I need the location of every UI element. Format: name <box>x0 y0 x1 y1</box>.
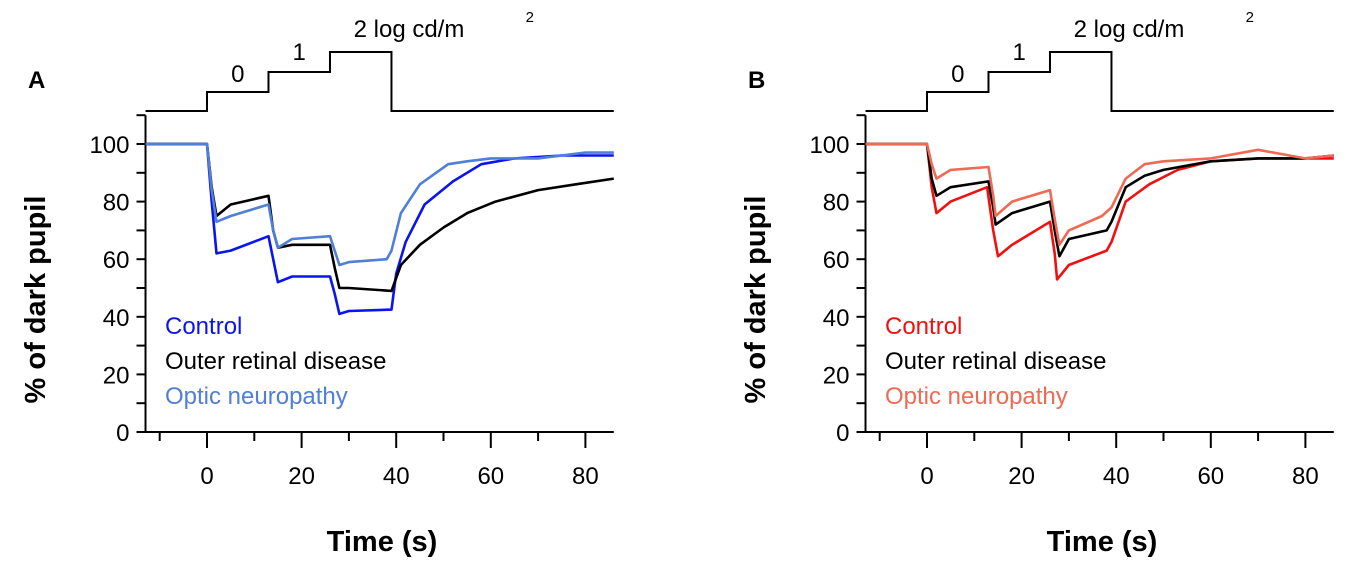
stimulus-label-0: 0 <box>951 61 964 88</box>
legend-entry: Control <box>885 313 962 340</box>
legend-entry: Optic neuropathy <box>165 383 348 410</box>
legend-entry: Outer retinal disease <box>165 348 386 375</box>
y-tick-label: 80 <box>103 190 130 217</box>
x-axis-label: Time (s) <box>1047 526 1158 558</box>
y-tick-label: 60 <box>103 247 130 274</box>
y-tick-label: 40 <box>823 305 850 332</box>
x-tick-label: 20 <box>288 463 315 490</box>
series-line-optic-neuropathy <box>145 142 614 267</box>
x-tick-label: 40 <box>383 463 410 490</box>
series-line-control <box>145 142 614 316</box>
stimulus-label-2: 2 log cd/m <box>354 16 465 43</box>
y-tick-label: 40 <box>103 305 130 332</box>
stimulus-unit-superscript: 2 <box>526 9 534 26</box>
y-tick-label: 100 <box>89 132 129 159</box>
x-tick-label: 80 <box>1292 463 1319 490</box>
panel-label: B <box>748 67 765 94</box>
series-line-outer-retinal-disease <box>865 142 1334 258</box>
y-axis-label: % of dark pupil <box>20 196 52 404</box>
stimulus-label-2: 2 log cd/m <box>1074 16 1185 43</box>
x-tick-label: 0 <box>200 463 213 490</box>
y-tick-label: 80 <box>823 190 850 217</box>
x-tick-label: 60 <box>1197 463 1224 490</box>
y-tick-label: 0 <box>836 420 849 447</box>
series-line-optic-neuropathy <box>865 142 1334 247</box>
legend-entry: Optic neuropathy <box>885 383 1068 410</box>
stimulus-label-0: 0 <box>231 61 244 88</box>
stimulus-trace <box>865 51 1334 112</box>
y-axis-label: % of dark pupil <box>740 196 772 404</box>
panel-label: A <box>28 67 45 94</box>
legend-entry: Control <box>165 313 242 340</box>
x-tick-label: 40 <box>1103 463 1130 490</box>
stimulus-trace <box>145 51 614 112</box>
y-tick-label: 60 <box>823 247 850 274</box>
x-tick-label: 60 <box>477 463 504 490</box>
stimulus-label-1: 1 <box>293 39 306 66</box>
x-axis-label: Time (s) <box>327 526 438 558</box>
stimulus-label-1: 1 <box>1013 39 1026 66</box>
x-tick-label: 20 <box>1008 463 1035 490</box>
x-tick-label: 0 <box>920 463 933 490</box>
series-line-outer-retinal-disease <box>145 142 614 293</box>
y-tick-label: 100 <box>809 132 849 159</box>
series-line-control <box>865 142 1334 281</box>
x-tick-label: 80 <box>572 463 599 490</box>
y-tick-label: 0 <box>116 420 129 447</box>
y-tick-label: 20 <box>823 362 850 389</box>
y-tick-label: 20 <box>103 362 130 389</box>
legend-entry: Outer retinal disease <box>885 348 1106 375</box>
stimulus-unit-superscript: 2 <box>1246 9 1254 26</box>
